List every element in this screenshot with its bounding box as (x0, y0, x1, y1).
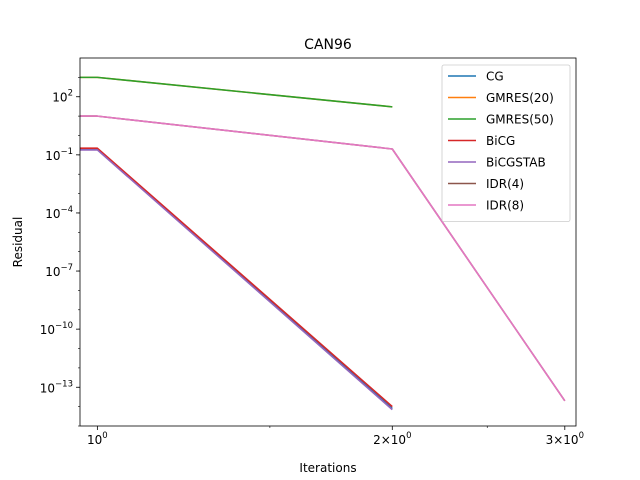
y-axis-label: Residual (11, 217, 25, 268)
legend-label: BiCG (486, 134, 515, 148)
series-line-bicg (80, 147, 393, 408)
series-line-idr-8 (80, 115, 566, 402)
chart-title: CAN96 (304, 37, 352, 53)
series-line-gmres-50 (80, 76, 393, 108)
y-tick-label: 10−1 (45, 147, 73, 163)
legend-box (441, 64, 571, 222)
legend-label: IDR(4) (486, 177, 524, 191)
legend: CG GMRES(20) GMRES(50) BiCG BiCGSTAB IDR(4) ID… (441, 64, 571, 222)
y-tick-label: 10−13 (40, 379, 73, 395)
x-axis-label: Iterations (299, 461, 356, 475)
legend-label: GMRES(20) (486, 91, 554, 105)
legend-label: BiCGSTAB (486, 156, 546, 170)
legend-label: GMRES(50) (486, 113, 554, 127)
y-tick-label: 10−4 (45, 205, 73, 221)
legend-label: CG (486, 70, 504, 84)
legend-label: IDR(8) (486, 199, 524, 213)
x-tick-label: 3×100 (546, 431, 584, 447)
x-tick-label: 2×100 (373, 431, 411, 447)
plot-area (80, 76, 566, 411)
y-tick-label: 10−10 (40, 321, 73, 337)
y-axis: 102 10−1 10−4 10−7 10−10 10−13 (40, 77, 80, 427)
series-line-bicgstab (80, 149, 393, 411)
y-tick-label: 102 (52, 89, 73, 105)
y-tick-label: 10−7 (45, 263, 73, 279)
x-axis: 100 2×100 3×100 (87, 426, 584, 447)
x-tick-label: 100 (87, 431, 108, 447)
plot-frame (79, 57, 577, 427)
